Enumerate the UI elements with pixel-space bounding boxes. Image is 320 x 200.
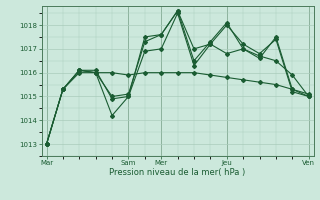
X-axis label: Pression niveau de la mer( hPa ): Pression niveau de la mer( hPa ) [109,168,246,177]
